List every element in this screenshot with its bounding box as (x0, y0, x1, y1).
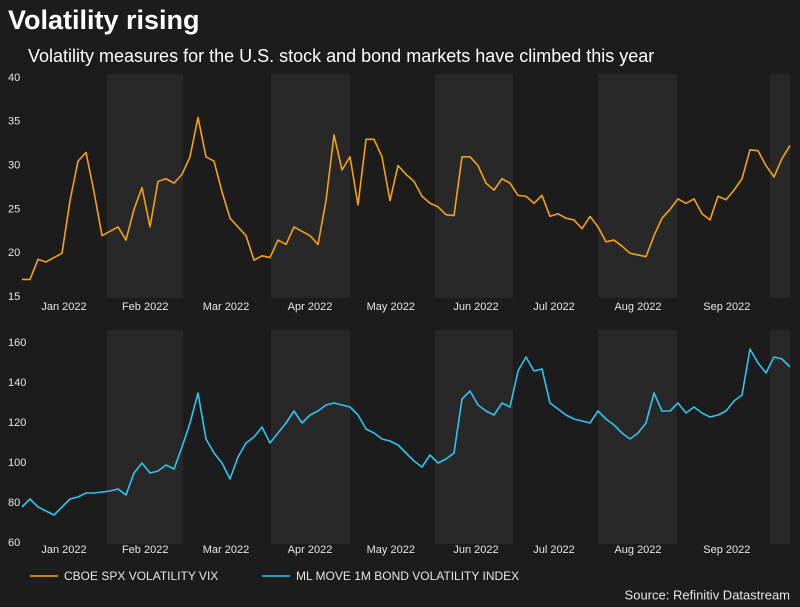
band (770, 74, 790, 298)
band (435, 74, 513, 298)
x-tick-label: Jun 2022 (453, 301, 498, 313)
x-tick-label: Aug 2022 (614, 544, 661, 556)
y-tick-label: 60 (8, 537, 20, 549)
x-tick-label: Jul 2022 (533, 301, 575, 313)
y-tick-label: 30 (8, 160, 20, 172)
legend-label: CBOE SPX VOLATILITY VIX (64, 569, 218, 583)
band (107, 74, 183, 298)
y-tick-label: 40 (8, 72, 20, 84)
x-tick-label: Feb 2022 (122, 544, 168, 556)
x-tick-label: Jan 2022 (41, 544, 86, 556)
band (107, 330, 183, 544)
band (271, 74, 350, 298)
y-tick-label: 15 (8, 291, 20, 303)
y-tick-label: 120 (8, 417, 26, 429)
y-tick-label: 35 (8, 116, 20, 128)
legend-label: ML MOVE 1M BOND VOLATILITY INDEX (296, 569, 519, 583)
x-tick-label: Aug 2022 (614, 301, 661, 313)
y-tick-label: 160 (8, 337, 26, 349)
band (770, 330, 790, 544)
x-tick-label: Jul 2022 (533, 544, 575, 556)
x-tick-label: Apr 2022 (288, 301, 333, 313)
band (598, 74, 677, 298)
x-tick-label: Feb 2022 (122, 301, 168, 313)
x-tick-label: Mar 2022 (203, 544, 249, 556)
band (598, 330, 677, 544)
chart-title: Volatility rising (8, 5, 200, 35)
y-tick-label: 100 (8, 457, 26, 469)
y-tick-label: 25 (8, 203, 20, 215)
band (435, 330, 513, 544)
x-tick-label: Jun 2022 (453, 544, 498, 556)
x-tick-label: Sep 2022 (703, 301, 750, 313)
x-tick-label: Jan 2022 (41, 301, 86, 313)
series-line (22, 116, 791, 281)
x-tick-label: May 2022 (367, 301, 415, 313)
y-tick-label: 140 (8, 377, 26, 389)
month-bands (107, 74, 790, 544)
x-tick-label: Mar 2022 (203, 301, 249, 313)
y-tick-label: 80 (8, 497, 20, 509)
band (271, 330, 350, 544)
series-line (21, 348, 791, 516)
source: Source: Refinitiv Datastream (625, 587, 790, 602)
x-tick-label: Sep 2022 (703, 544, 750, 556)
y-tick-label: 20 (8, 247, 20, 259)
x-tick-label: Apr 2022 (288, 544, 333, 556)
chart-subtitle: Volatility measures for the U.S. stock a… (28, 46, 654, 66)
x-tick-label: May 2022 (367, 544, 415, 556)
